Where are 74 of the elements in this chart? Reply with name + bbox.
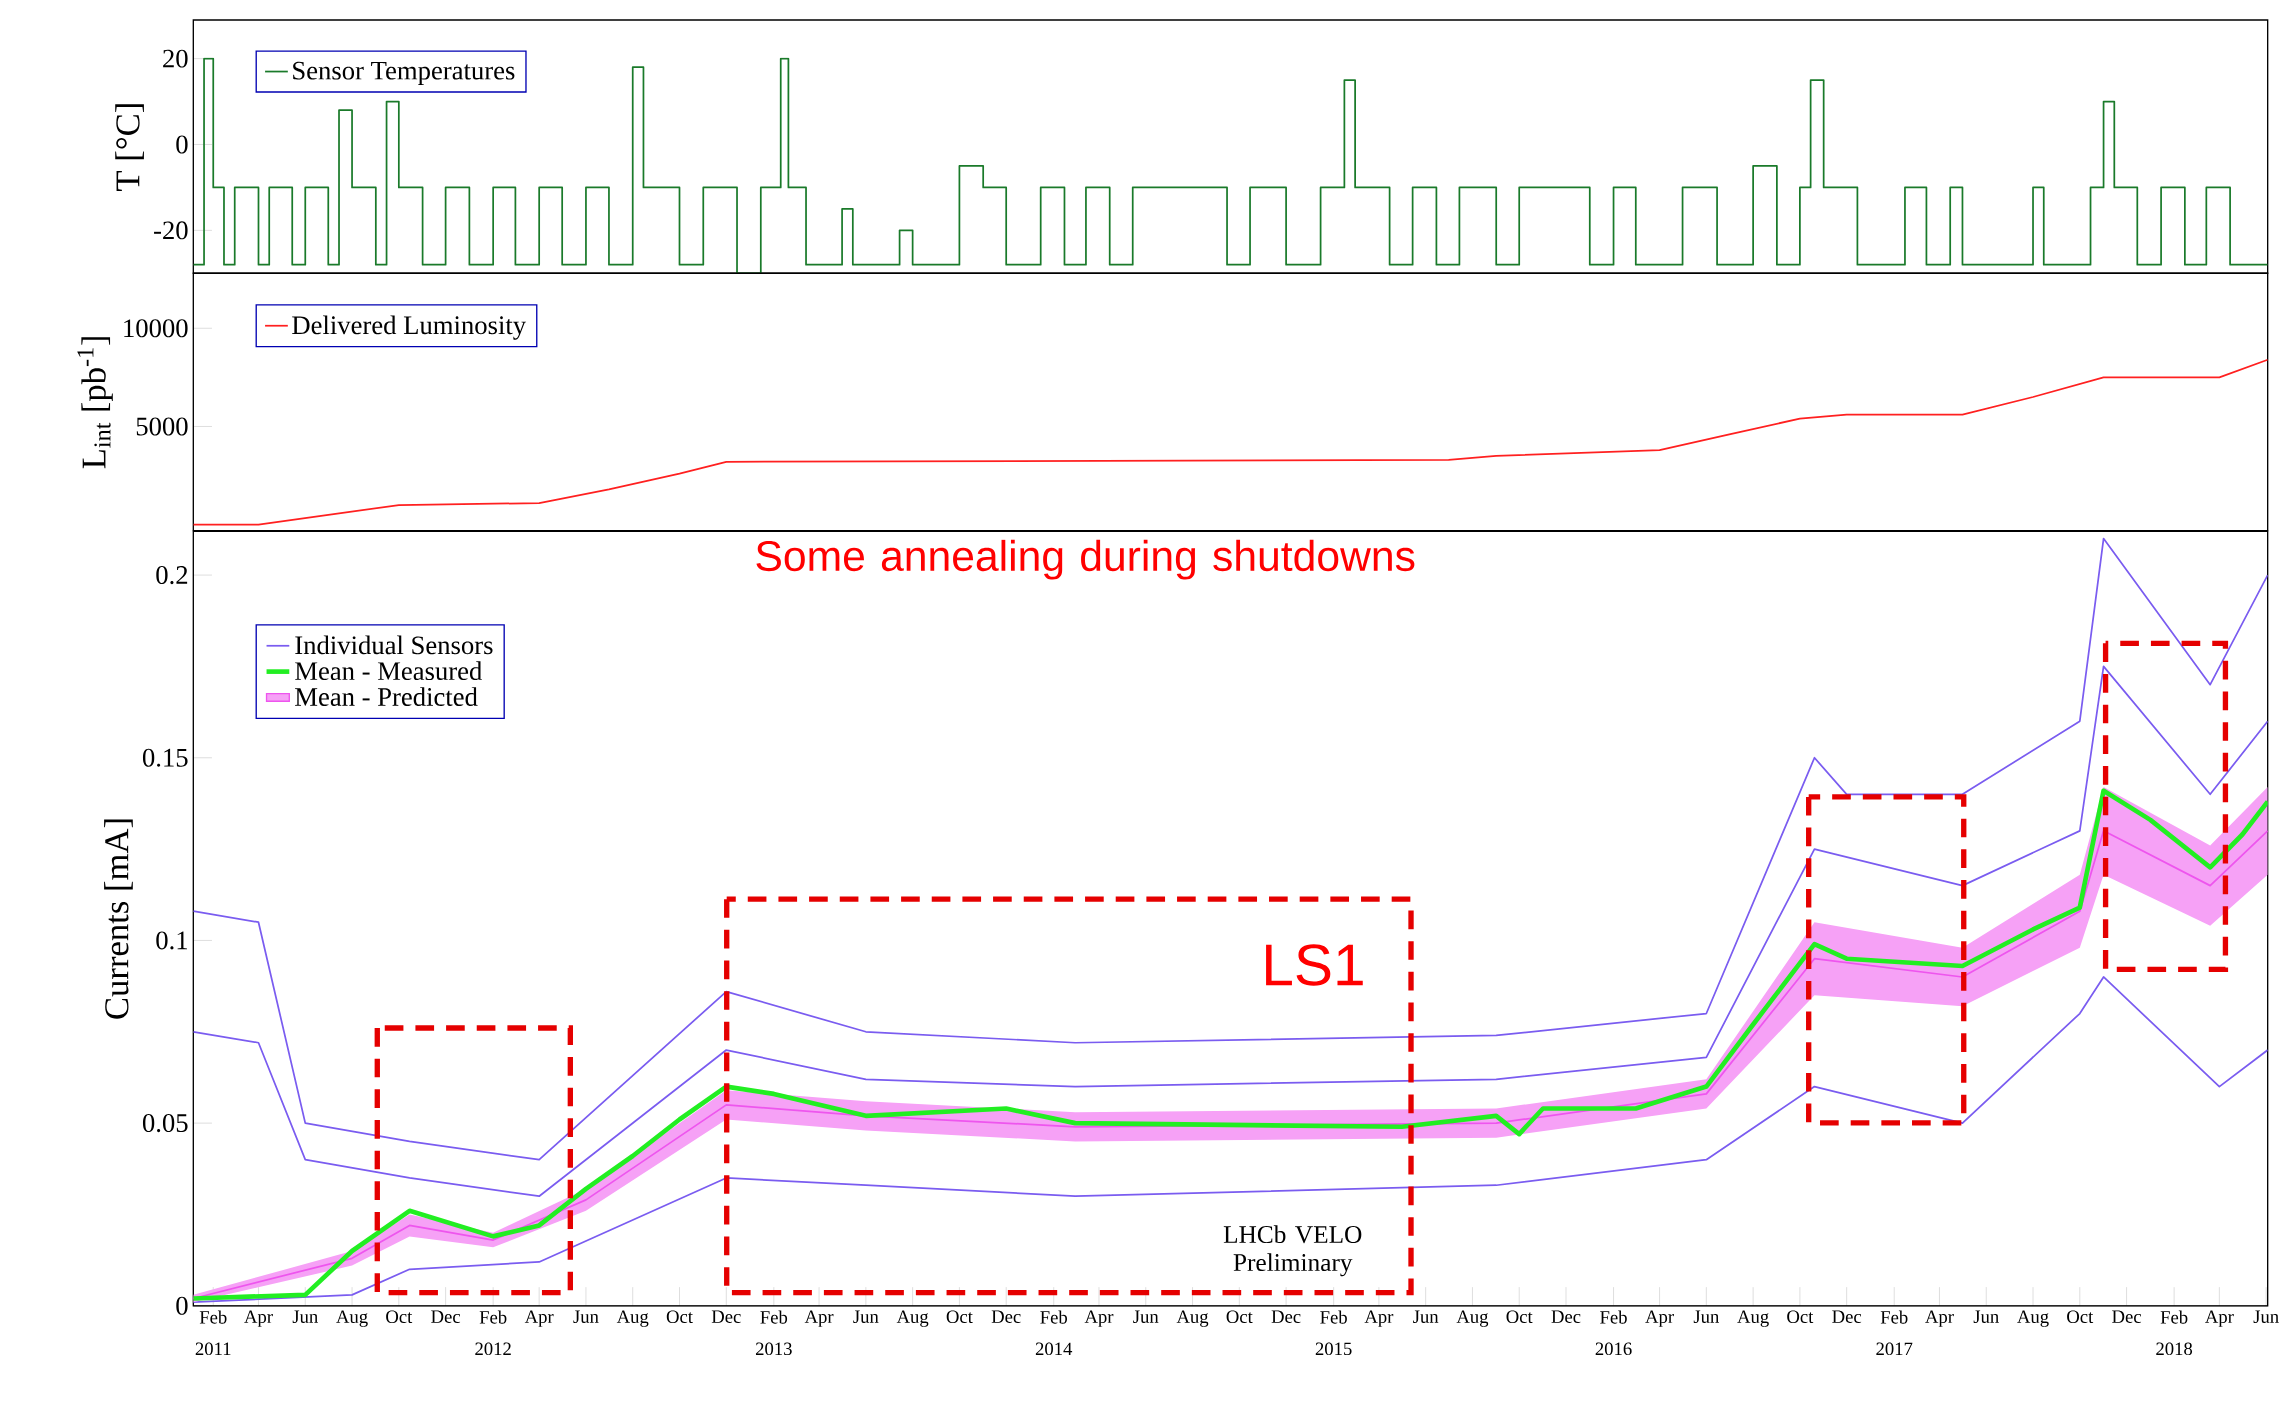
x-tick-label: Jun	[1133, 1310, 1159, 1323]
x-tick-label: Oct	[386, 1310, 413, 1323]
x-tick-label: Aug	[1176, 1310, 1209, 1327]
x2-tick-label: 2018	[2156, 1342, 2193, 1356]
y-axis-title: Currents [mA]	[104, 819, 133, 1019]
x-tick-label: Oct	[1787, 1310, 1814, 1323]
x-tick-label: Apr	[804, 1310, 834, 1327]
x2-tick-label: 2013	[755, 1342, 792, 1356]
x-tick-label: Dec	[2112, 1310, 2142, 1323]
x-tick-label: Feb	[1880, 1310, 1908, 1324]
y-tick-label: 10000	[124, 319, 188, 338]
x-tick-label: Oct	[2067, 1310, 2094, 1323]
x2-tick-label: 2012	[475, 1342, 511, 1356]
x-tick-label: Dec	[711, 1310, 741, 1323]
x-tick-label: Aug	[896, 1310, 929, 1327]
x-tick-label: Aug	[1456, 1310, 1489, 1327]
x-tick-label: Aug	[616, 1310, 649, 1327]
x-tick-label: Apr	[1925, 1310, 1954, 1327]
legend-label: Mean - Predicted	[295, 687, 478, 706]
x-tick-label: Apr	[244, 1310, 273, 1327]
x-tick-label: Dec	[1832, 1310, 1862, 1323]
x-tick-label: Dec	[991, 1310, 1021, 1323]
x-tick-label: Apr	[1084, 1310, 1114, 1327]
x-tick-label: Apr	[524, 1310, 554, 1327]
x-tick-label: Aug	[336, 1310, 368, 1327]
x-tick-label: Dec	[1551, 1310, 1581, 1323]
legend-label: Individual Sensors	[295, 635, 493, 655]
x2-tick-label: 2016	[1595, 1342, 1632, 1356]
x-tick-label: Jun	[573, 1310, 599, 1323]
y-axis-title: L$_{int}$ [pb$^{-1}$]	[77, 337, 113, 469]
x-tick-label: Jun	[292, 1310, 318, 1323]
x2-tick-label: 2017	[1876, 1342, 1913, 1356]
x-tick-label: Dec	[1271, 1310, 1301, 1323]
x-tick-label: Jun	[1973, 1310, 1999, 1323]
x-tick-label: Jun	[1413, 1310, 1439, 1323]
y-tick-label: -20	[154, 221, 188, 240]
x-tick-label: Oct	[666, 1310, 693, 1323]
y-tick-label: 0	[176, 135, 188, 154]
x-tick-label: Feb	[1040, 1310, 1068, 1324]
legend-label: Mean - Measured	[295, 661, 482, 681]
y-axis-title: T [°C]	[115, 104, 144, 191]
x2-tick-label: 2015	[1315, 1342, 1352, 1356]
x2-tick-label: 2011	[195, 1342, 231, 1356]
x-tick-label: Feb	[2160, 1310, 2188, 1324]
x-tick-label: Oct	[1226, 1310, 1253, 1323]
x-tick-label: Jun	[853, 1310, 879, 1323]
x-tick-label: Apr	[1645, 1310, 1674, 1327]
annotation: LS1	[1266, 944, 1363, 986]
x-tick-label: Dec	[431, 1310, 461, 1323]
x-tick-label: Feb	[199, 1310, 227, 1324]
y-tick-label: 0.15	[142, 748, 188, 767]
x-tick-label: Jun	[2253, 1310, 2279, 1323]
x-tick-label: Aug	[1737, 1310, 1769, 1327]
x-tick-label: Apr	[2205, 1310, 2234, 1327]
x-tick-label: Feb	[479, 1310, 507, 1324]
x-tick-label: Feb	[760, 1310, 788, 1324]
y-tick-label: 20	[163, 49, 188, 68]
x-tick-label: Apr	[1364, 1310, 1394, 1327]
y-tick-label: 0.1	[156, 931, 187, 950]
x-tick-label: Oct	[946, 1310, 973, 1323]
y-tick-label: 5000	[136, 417, 188, 436]
x-tick-label: Feb	[1600, 1310, 1627, 1324]
legend-label: Sensor Temperatures	[293, 61, 515, 85]
y-tick-label: 0.05	[142, 1114, 188, 1133]
y-tick-label: 0.2	[156, 565, 188, 585]
annotation: LHCb VELO Preliminary	[1223, 1225, 1362, 1277]
legend-label: Delivered Luminosity	[292, 315, 527, 340]
x-tick-label: Feb	[1320, 1310, 1347, 1324]
y-tick-label: 0	[176, 1296, 188, 1315]
x-tick-label: Oct	[1506, 1310, 1533, 1323]
x2-tick-label: 2014	[1035, 1342, 1073, 1356]
x-tick-label: Aug	[2017, 1310, 2049, 1327]
annotation: Some annealing during shutdowns	[756, 539, 1415, 580]
x-tick-label: Jun	[1693, 1310, 1720, 1323]
